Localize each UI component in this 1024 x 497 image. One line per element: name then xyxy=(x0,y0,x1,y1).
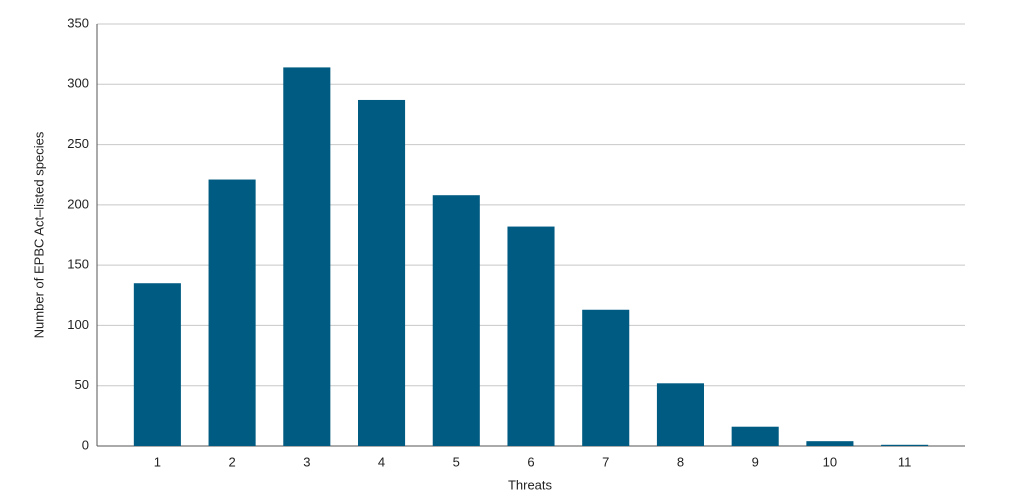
y-tick-label: 0 xyxy=(82,437,89,452)
x-tick-label: 10 xyxy=(823,454,837,469)
x-tick-label: 8 xyxy=(677,454,684,469)
y-tick-label: 350 xyxy=(67,15,89,30)
bar xyxy=(881,444,929,446)
x-tick-label: 3 xyxy=(303,454,310,469)
x-tick-label: 9 xyxy=(752,454,759,469)
bar xyxy=(133,283,181,446)
y-tick-label: 150 xyxy=(67,257,89,272)
bar xyxy=(731,426,779,446)
bar xyxy=(656,383,704,446)
y-tick-label: 200 xyxy=(67,196,89,211)
x-axis-label: Threats xyxy=(508,477,553,492)
bar xyxy=(507,226,555,446)
bar xyxy=(806,441,854,446)
x-tick-label: 2 xyxy=(228,454,235,469)
x-tick-label: 5 xyxy=(453,454,460,469)
x-tick-label: 7 xyxy=(602,454,609,469)
y-tick-label: 300 xyxy=(67,76,89,91)
x-tick-label: 1 xyxy=(154,454,161,469)
x-tick-label: 4 xyxy=(378,454,385,469)
x-tick-label: 11 xyxy=(898,454,912,469)
bar xyxy=(432,195,480,446)
y-tick-label: 100 xyxy=(67,317,89,332)
x-tick-label: 6 xyxy=(527,454,534,469)
y-axis-label: Number of EPBC Act–listed species xyxy=(31,131,46,338)
bar xyxy=(582,309,630,446)
y-tick-label: 250 xyxy=(67,136,89,151)
y-tick-label: 50 xyxy=(75,377,89,392)
bar xyxy=(283,67,331,447)
bar xyxy=(358,99,406,447)
bar xyxy=(208,179,256,446)
